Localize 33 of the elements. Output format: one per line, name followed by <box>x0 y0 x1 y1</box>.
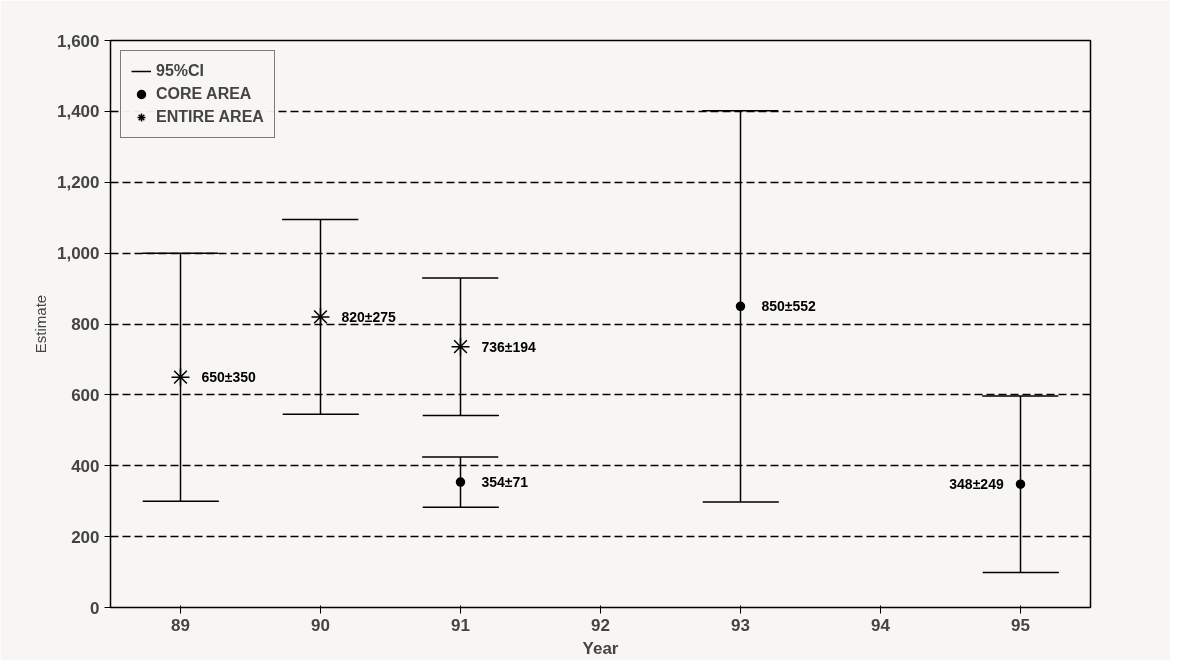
x-tick-label: 90 <box>311 615 330 635</box>
data-label: 820±275 <box>341 308 397 325</box>
y-tick-label: 1,400 <box>56 102 100 122</box>
legend-label: CORE AREA <box>156 85 252 103</box>
x-tick-label: 93 <box>731 615 750 635</box>
y-tick-label: 200 <box>71 527 100 547</box>
data-label: 348±249 <box>949 476 1004 493</box>
x-axis-title: Year <box>582 638 619 658</box>
point <box>310 307 331 327</box>
legend-label: ENTIRE AREA <box>156 108 264 126</box>
y-tick-label: 400 <box>71 456 100 476</box>
x-tick-label: 94 <box>871 615 891 635</box>
x-tick-label: 92 <box>591 615 610 635</box>
y-tick-label: 800 <box>71 315 100 334</box>
y-tick-label: 1,600 <box>56 31 100 51</box>
point <box>170 367 191 387</box>
y-tick-label: 600 <box>71 385 100 405</box>
x-tick-label: 95 <box>1011 615 1030 635</box>
data-label: 850±552 <box>761 298 817 315</box>
point <box>735 301 746 312</box>
point <box>455 477 466 487</box>
annotation: 95%CI <box>156 62 205 80</box>
data-label: 650±350 <box>201 369 257 386</box>
data-label: 736±194 <box>481 338 537 355</box>
y-tick-label: 1,200 <box>56 173 100 193</box>
point <box>450 336 471 357</box>
y-axis-title: Estimate <box>31 294 49 354</box>
y-tick-label: 1,000 <box>56 244 100 264</box>
x-tick-label: 91 <box>451 615 470 635</box>
data-label: 354±71 <box>481 474 529 491</box>
y-tick-label: 0 <box>90 598 100 618</box>
x-tick-label: 89 <box>171 615 190 635</box>
point <box>1015 479 1026 489</box>
